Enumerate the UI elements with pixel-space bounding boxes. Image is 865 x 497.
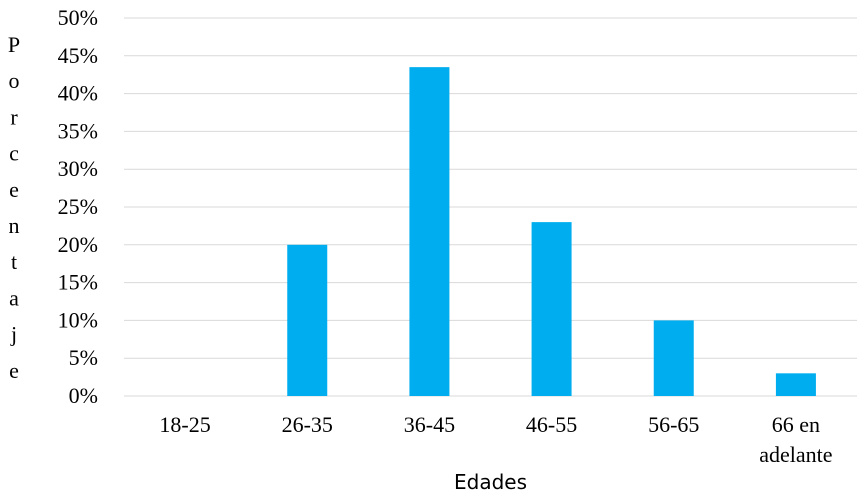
y-tick-label: 0% [69,383,98,408]
bars [287,67,816,396]
y-axis-label-letter: e [9,177,19,202]
y-tick-label: 40% [58,81,98,106]
y-axis-label-letter: j [10,322,17,347]
x-tick-label: 36-45 [404,412,455,437]
y-tick-label: 5% [69,345,98,370]
y-axis-label-letter: o [9,68,20,93]
bar-36-45 [409,67,450,396]
y-tick-label: 10% [58,307,98,332]
x-tick-label: 46-55 [526,412,577,437]
x-tick-label: 18-25 [159,412,210,437]
y-tick-label: 35% [58,118,98,143]
y-axis-ticks: 0% 5% 10% 15% 20% 25% 30% 35% 40% 45% 50% [58,5,98,408]
y-axis-label-letter: c [9,141,19,166]
x-axis-label: Edades [454,470,527,494]
y-axis-label-letter: P [8,32,20,57]
bar-66-en-adelante [775,373,816,396]
y-axis-label-letter: t [11,249,17,274]
bar-46-55 [531,222,572,396]
y-axis-label-letter: a [9,285,19,310]
y-axis-label-letter: e [9,358,19,383]
y-axis-label-letter: n [9,213,20,238]
x-tick-label: 26-35 [282,412,333,437]
y-tick-label: 50% [58,5,98,30]
y-tick-label: 15% [58,270,98,295]
bar-26-35 [287,244,328,396]
y-tick-label: 30% [58,156,98,181]
y-tick-label: 20% [58,232,98,257]
y-tick-label: 45% [58,43,98,68]
bar-56-65 [653,320,694,396]
x-tick-label: 66 en adelante [759,412,832,467]
x-tick-label: 56-65 [648,412,699,437]
y-axis-label-letter: r [10,104,18,129]
y-tick-label: 25% [58,194,98,219]
gridlines [124,17,857,397]
x-axis-ticks: 18-25 26-35 36-45 46-55 56-65 66 en adelante [159,412,832,467]
